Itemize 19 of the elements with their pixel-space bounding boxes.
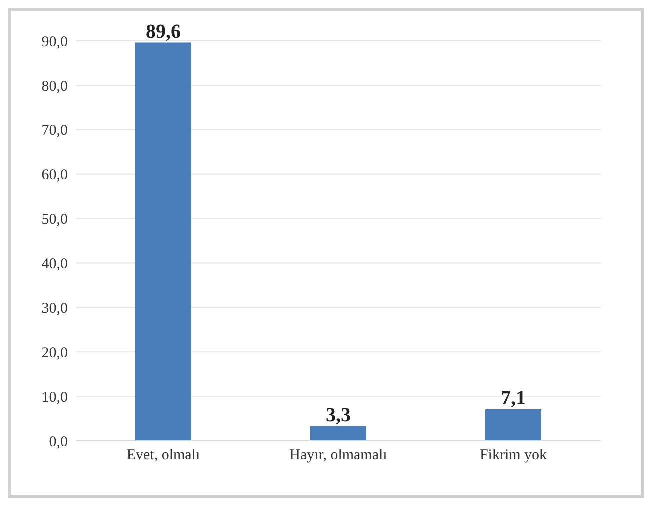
bar — [486, 409, 542, 441]
bar — [310, 426, 366, 441]
data-label: 3,3 — [326, 404, 351, 426]
y-tick-label: 20,0 — [42, 345, 68, 362]
y-tick-label: 90,0 — [42, 34, 68, 50]
y-tick-label: 40,0 — [42, 256, 68, 273]
x-tick-label: Fikrim yok — [480, 448, 548, 464]
y-tick-label: 80,0 — [42, 78, 68, 95]
y-tick-label: 50,0 — [42, 212, 68, 228]
y-tick-label: 30,0 — [42, 300, 68, 317]
y-tick-label: 70,0 — [42, 123, 68, 140]
y-tick-label: 0,0 — [49, 434, 68, 450]
y-tick-label: 60,0 — [42, 168, 68, 184]
y-tick-label: 10,0 — [42, 390, 68, 406]
bar — [136, 42, 192, 441]
data-label: 89,6 — [146, 20, 181, 43]
x-tick-label: Hayır, olmamalı — [290, 448, 388, 464]
data-label: 7,1 — [501, 387, 526, 410]
x-tick-label: Evet, olmalı — [126, 448, 200, 464]
